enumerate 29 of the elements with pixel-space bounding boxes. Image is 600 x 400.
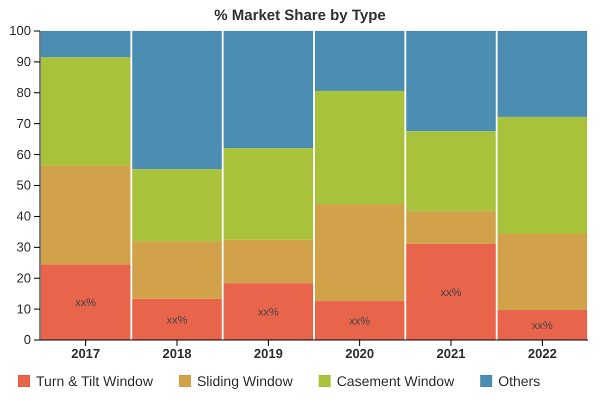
legend-label: Sliding Window: [196, 373, 294, 389]
data-label: xx%: [440, 286, 462, 299]
data-label: xx%: [166, 314, 188, 326]
y-tick-label: 60: [16, 146, 31, 162]
y-tick-label: 90: [16, 54, 31, 70]
y-tick-label: 100: [9, 23, 31, 38]
legend-label: Casement Window: [336, 373, 456, 389]
y-tick-label: 70: [16, 116, 31, 131]
y-tick-label: 80: [16, 84, 31, 100]
y-tick-label: 20: [16, 270, 31, 286]
legend-label: Turn & Tilt Window: [36, 373, 154, 389]
y-tick-label: 30: [16, 239, 31, 254]
x-tick-label: 2017: [71, 346, 100, 362]
y-tick-label: 50: [16, 178, 31, 193]
legend-label: Others: [498, 373, 540, 389]
y-tick-label: 40: [16, 208, 31, 224]
y-tick-label: 10: [16, 301, 31, 316]
data-label: xx%: [532, 320, 553, 332]
x-tick-label: 2019: [254, 346, 283, 362]
chart-title: % Market Share by Type: [214, 7, 386, 24]
x-tick-label: 2022: [528, 346, 557, 362]
x-tick-label: 2020: [345, 346, 374, 362]
x-tick-label: 2021: [436, 346, 466, 362]
bar: [40, 57, 130, 166]
x-tick-label: 2018: [162, 346, 192, 362]
data-label: xx%: [258, 306, 279, 319]
data-label: xx%: [349, 316, 370, 328]
data-label: xx%: [75, 297, 96, 310]
y-tick-label: 0: [24, 332, 31, 348]
